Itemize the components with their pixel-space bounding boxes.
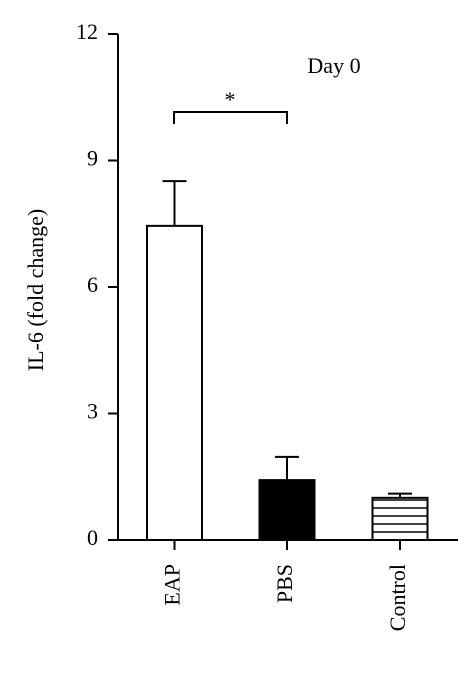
bar (371, 496, 429, 542)
y-tick-label: 3 (87, 399, 98, 424)
x-tick-label: EAP (160, 564, 185, 606)
significance-bracket (173, 111, 288, 124)
bar (258, 479, 316, 541)
y-tick-label: 6 (87, 272, 98, 297)
chart-title: Day 0 (307, 53, 360, 78)
significance-annotation: * (225, 87, 236, 112)
y-tick-label: 9 (87, 146, 98, 171)
bar (146, 224, 203, 541)
y-tick-label: 12 (76, 19, 98, 44)
y-axis-label: IL-6 (fold change) (23, 209, 48, 371)
x-tick-label: Control (385, 564, 410, 631)
x-tick-label: PBS (272, 564, 297, 603)
y-tick-label: 0 (87, 525, 98, 550)
